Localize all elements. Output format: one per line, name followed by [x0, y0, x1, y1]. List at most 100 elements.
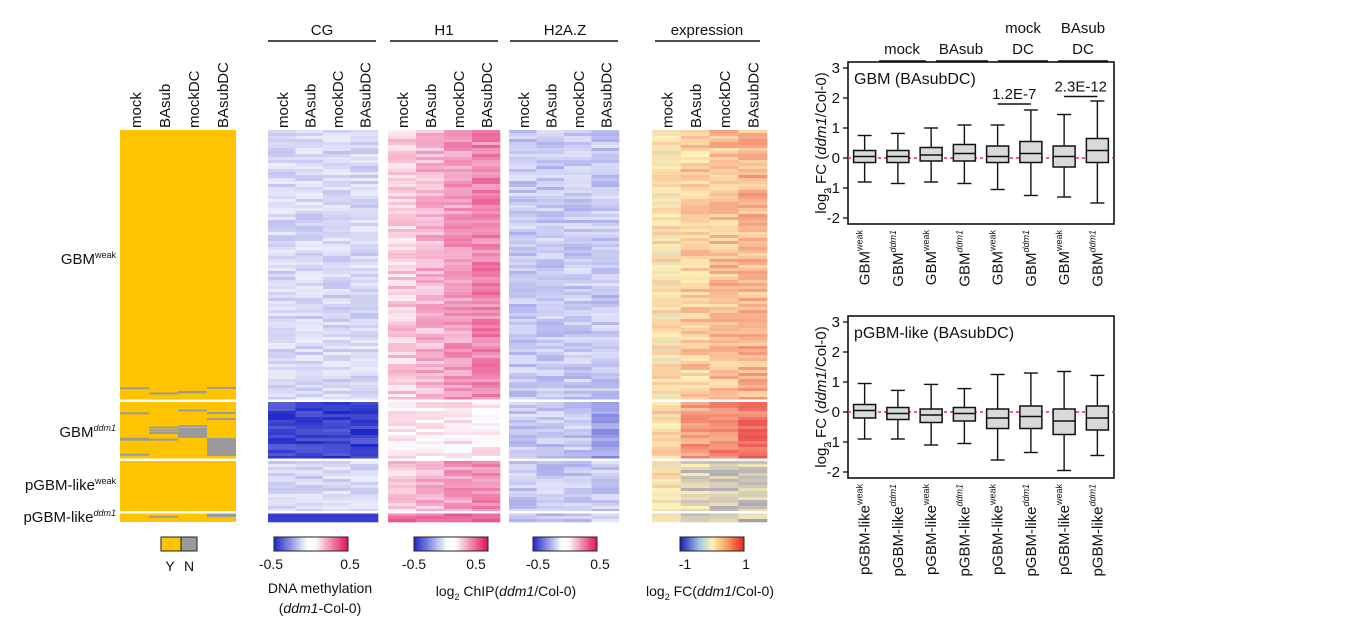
heatmap-cell: [416, 373, 445, 377]
heatmap-cell: [709, 220, 739, 224]
heatmap-cell: [680, 316, 710, 320]
heatmap-cell: [416, 319, 445, 323]
heatmap-cell: [350, 139, 379, 143]
heatmap-cell: [295, 280, 324, 284]
group-separator: [120, 458, 236, 461]
heatmap-cell: [268, 166, 296, 170]
heatmap-cell: [388, 337, 417, 341]
heatmap-cell: [652, 447, 682, 451]
heatmap-cell: [738, 328, 768, 332]
heatmap-cell: [444, 136, 473, 140]
heatmap-cell: [652, 397, 682, 401]
heatmap-cell: [295, 450, 324, 454]
category-label: GBMddm1: [888, 230, 907, 287]
heatmap-cell: [652, 349, 682, 353]
heatmap-cell: [738, 322, 768, 326]
heatmap-cell: [444, 244, 473, 248]
heatmap-cell: [680, 277, 710, 281]
heatmap-cell: [591, 190, 620, 194]
heatmap-cell: [295, 385, 324, 389]
heatmap-cell: [472, 211, 501, 215]
heatmap-cell: [350, 513, 379, 517]
heatmap-cell: [295, 397, 324, 401]
heatmap-cell: [564, 450, 592, 454]
heatmap-cell: [652, 453, 682, 457]
heatmap-cell: [323, 420, 351, 424]
heatmap-cell: [323, 220, 351, 224]
heatmap-cell: [564, 429, 592, 433]
heatmap-cell: [680, 259, 710, 263]
heatmap-cell: [738, 370, 768, 374]
presence-no-cell: [178, 428, 207, 438]
heatmap-cell: [472, 450, 501, 454]
box: [985, 145, 1010, 164]
heatmap-cell: [652, 316, 682, 320]
heatmap-cell: [472, 130, 501, 134]
heatmap-cell: [738, 325, 768, 329]
heatmap-cell: [738, 133, 768, 137]
heatmap-cell: [591, 358, 620, 362]
heatmap-cell: [350, 391, 379, 395]
heatmap-cell: [388, 193, 417, 197]
heatmap-cell: [652, 148, 682, 152]
heatmap-cell: [295, 157, 324, 161]
heatmap-cell: [444, 193, 473, 197]
heatmap-cell: [350, 223, 379, 227]
heatmap-cell: [591, 500, 620, 504]
heatmap-cell: [564, 154, 592, 158]
heatmap-cell: [416, 328, 445, 332]
heatmap-cell: [295, 220, 324, 224]
heatmap-cell: [295, 265, 324, 269]
heatmap-cell: [323, 379, 351, 383]
heatmap-cell: [536, 247, 565, 251]
heatmap-cell: [472, 414, 501, 418]
heatmap-cell: [738, 355, 768, 359]
heatmap-cell: [444, 476, 473, 480]
presence-col-label: mock: [128, 92, 145, 128]
heatmap-cell: [444, 223, 473, 227]
heatmap-cell: [680, 298, 710, 302]
heatmap-cell: [295, 256, 324, 260]
heatmap-cell: [564, 417, 592, 421]
heatmap-cell: [388, 175, 417, 179]
heatmap-cell: [738, 402, 768, 406]
heatmap-cell: [388, 307, 417, 311]
heatmap-cell: [509, 470, 537, 474]
heatmap-cell: [472, 379, 501, 383]
heatmap-cell: [350, 301, 379, 305]
heatmap-cell: [564, 151, 592, 155]
heatmap-cell: [295, 361, 324, 365]
heatmap-cell: [268, 405, 296, 409]
heatmap-cell: [350, 292, 379, 296]
heatmap-cell: [350, 160, 379, 164]
heatmap-cell: [709, 349, 739, 353]
heatmap-cell: [591, 283, 620, 287]
heatmap-cell: [388, 364, 417, 368]
heatmap-cell: [509, 343, 537, 347]
heatmap-cell: [591, 223, 620, 227]
heatmap-cell: [444, 388, 473, 392]
heatmap-cell: [738, 160, 768, 164]
heatmap-cell: [536, 307, 565, 311]
heatmap-cell: [444, 325, 473, 329]
row-label-pgbm-ddm1: pGBM-likeddm1: [23, 508, 116, 526]
heatmap-cell: [564, 473, 592, 477]
heatmap-cell: [416, 292, 445, 296]
y-tick-label: -1: [827, 180, 840, 197]
heatmap-cell: [564, 328, 592, 332]
heatmap-cell: [536, 262, 565, 266]
heatmap-col-label: mockDC: [451, 70, 468, 128]
heatmap-cell: [680, 142, 710, 146]
expression-colorbar: [679, 536, 745, 552]
heatmap-cell: [680, 271, 710, 275]
heatmap-cell: [472, 352, 501, 356]
heatmap-cell: [416, 349, 445, 353]
heatmap-cell: [416, 397, 445, 401]
heatmap-cell: [536, 429, 565, 433]
heatmap-cell: [591, 268, 620, 272]
heatmap-cell: [591, 334, 620, 338]
heatmap-cell: [509, 349, 537, 353]
heatmap-cell: [323, 467, 351, 471]
heatmap-cell: [268, 169, 296, 173]
heatmap-cell: [680, 184, 710, 188]
